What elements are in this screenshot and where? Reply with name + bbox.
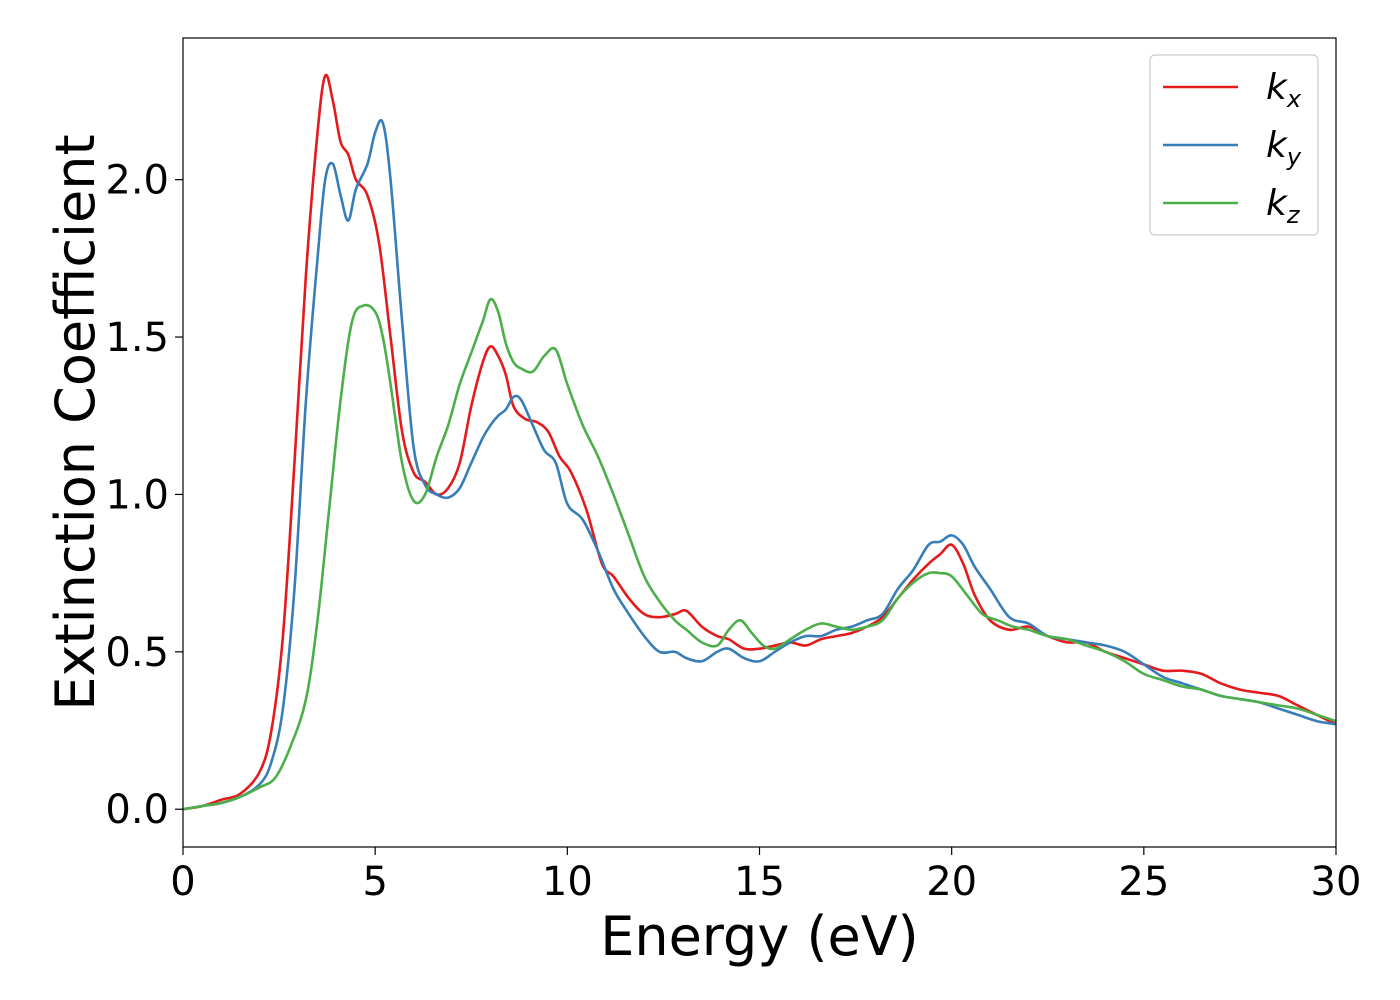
series-line-kx xyxy=(183,73,1336,811)
y-axis-ticks: 0.0 0.5 1.0 1.5 2.0 xyxy=(105,158,183,833)
legend-label-ky: ky xyxy=(1266,125,1302,171)
series-layer xyxy=(183,73,1336,811)
y-tick-label: 0.5 xyxy=(105,630,169,676)
x-tick-label: 10 xyxy=(542,859,593,905)
y-tick-label: 1.0 xyxy=(105,472,169,518)
legend: kx ky kz xyxy=(1149,54,1319,236)
x-tick-label: 15 xyxy=(734,859,785,905)
x-axis-ticks: 0 5 10 15 20 25 30 xyxy=(170,847,1361,905)
y-tick-label: 2.0 xyxy=(105,158,169,204)
x-tick-label: 20 xyxy=(926,859,977,905)
y-tick-label: 1.5 xyxy=(105,315,169,361)
y-tick-label: 0.0 xyxy=(105,787,169,833)
series-line-kz xyxy=(183,297,1336,811)
x-tick-label: 5 xyxy=(362,859,387,905)
legend-label-kz: kz xyxy=(1266,183,1301,229)
x-axis-label: Energy (eV) xyxy=(600,905,919,968)
x-tick-label: 30 xyxy=(1311,859,1362,905)
legend-label-kx: kx xyxy=(1266,67,1302,113)
x-tick-label: 25 xyxy=(1118,859,1169,905)
y-axis-label: Extinction Coefficient xyxy=(44,134,107,710)
x-tick-label: 0 xyxy=(170,859,195,905)
